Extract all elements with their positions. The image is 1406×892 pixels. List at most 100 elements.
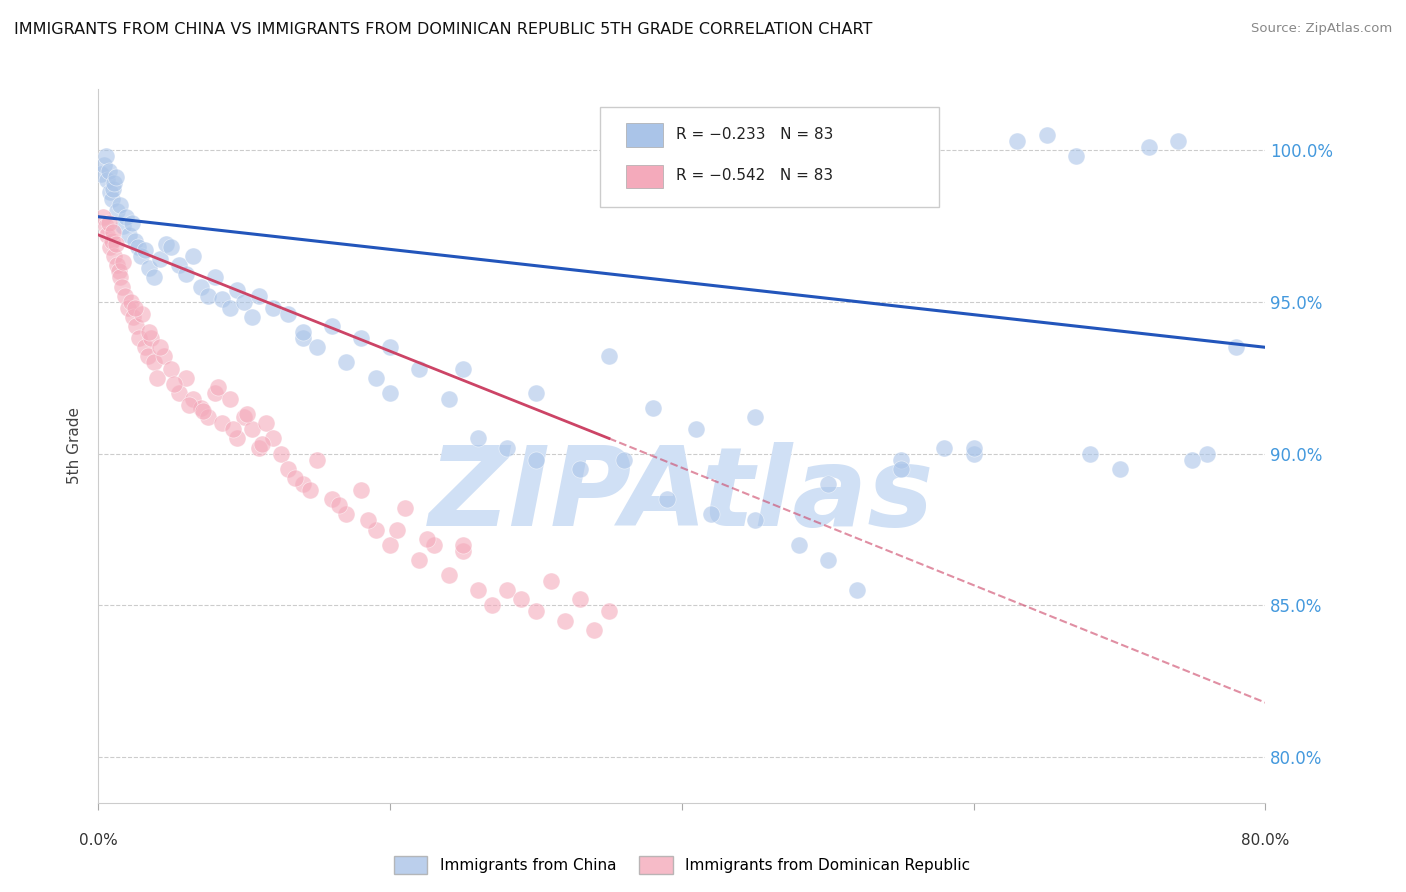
- Point: [112, 255, 135, 269]
- Point: [115, 210, 138, 224]
- Point: [583, 623, 606, 637]
- Point: [218, 392, 240, 406]
- Point: [111, 279, 134, 293]
- Point: [104, 237, 127, 252]
- Point: [298, 483, 321, 497]
- Point: [105, 258, 128, 272]
- Point: [138, 261, 160, 276]
- Point: [540, 574, 562, 588]
- Point: [451, 538, 474, 552]
- Point: [787, 538, 810, 552]
- Point: [160, 240, 183, 254]
- Point: [307, 452, 329, 467]
- Point: [495, 441, 517, 455]
- Point: [1167, 134, 1189, 148]
- Point: [1181, 452, 1204, 467]
- Point: [136, 350, 159, 364]
- Point: [134, 243, 156, 257]
- Point: [103, 249, 125, 263]
- Text: ZIPAtlas: ZIPAtlas: [429, 442, 935, 549]
- Point: [291, 325, 314, 339]
- Point: [155, 237, 177, 252]
- Point: [467, 583, 489, 598]
- Point: [598, 350, 620, 364]
- Point: [270, 447, 292, 461]
- Text: R = −0.542   N = 83: R = −0.542 N = 83: [676, 168, 834, 183]
- Point: [481, 599, 503, 613]
- Point: [307, 340, 329, 354]
- Point: [146, 370, 169, 384]
- Point: [350, 331, 373, 345]
- Text: Source: ZipAtlas.com: Source: ZipAtlas.com: [1251, 22, 1392, 36]
- Bar: [626, 165, 664, 188]
- Point: [207, 380, 229, 394]
- Point: [211, 292, 233, 306]
- Point: [100, 192, 122, 206]
- Point: [408, 553, 430, 567]
- Point: [117, 301, 139, 315]
- Point: [197, 410, 219, 425]
- Point: [378, 538, 402, 552]
- Point: [101, 182, 124, 196]
- Point: [378, 385, 402, 400]
- Point: [100, 234, 122, 248]
- Point: [641, 401, 664, 415]
- Point: [394, 501, 416, 516]
- Point: [120, 294, 142, 309]
- Point: [1080, 447, 1102, 461]
- Point: [335, 355, 357, 369]
- Point: [204, 385, 226, 400]
- Point: [110, 197, 132, 211]
- Point: [163, 376, 186, 391]
- Point: [612, 452, 634, 467]
- Point: [437, 568, 460, 582]
- Point: [240, 310, 263, 324]
- Text: IMMIGRANTS FROM CHINA VS IMMIGRANTS FROM DOMINICAN REPUBLIC 5TH GRADE CORRELATIO: IMMIGRANTS FROM CHINA VS IMMIGRANTS FROM…: [14, 22, 873, 37]
- Point: [167, 258, 190, 272]
- Point: [114, 288, 136, 302]
- Point: [335, 508, 357, 522]
- Point: [250, 437, 273, 451]
- Point: [277, 307, 299, 321]
- Point: [127, 240, 149, 254]
- Point: [138, 325, 160, 339]
- Point: [1195, 447, 1218, 461]
- Point: [524, 452, 547, 467]
- Point: [744, 513, 766, 527]
- Point: [962, 447, 984, 461]
- Point: [817, 553, 839, 567]
- Point: [97, 164, 120, 178]
- Point: [96, 173, 118, 187]
- Point: [350, 483, 373, 497]
- Point: [817, 477, 839, 491]
- Y-axis label: 5th Grade: 5th Grade: [67, 408, 83, 484]
- Point: [524, 385, 547, 400]
- Point: [685, 422, 707, 436]
- Point: [101, 225, 124, 239]
- Point: [131, 307, 153, 321]
- Point: [181, 249, 204, 263]
- Point: [291, 331, 314, 345]
- Point: [149, 252, 172, 267]
- Point: [122, 310, 145, 324]
- Point: [94, 149, 117, 163]
- Point: [262, 301, 284, 315]
- Point: [451, 543, 474, 558]
- Point: [118, 227, 141, 242]
- Point: [467, 431, 489, 445]
- Point: [218, 301, 240, 315]
- Point: [233, 410, 256, 425]
- Point: [510, 592, 533, 607]
- Point: [657, 492, 679, 507]
- Point: [934, 441, 956, 455]
- Point: [236, 407, 259, 421]
- Point: [125, 319, 148, 334]
- Point: [277, 462, 299, 476]
- Point: [139, 331, 162, 345]
- Point: [105, 203, 128, 218]
- Point: [328, 498, 350, 512]
- Point: [174, 370, 197, 384]
- Point: [97, 216, 120, 230]
- Point: [415, 532, 437, 546]
- Point: [193, 404, 215, 418]
